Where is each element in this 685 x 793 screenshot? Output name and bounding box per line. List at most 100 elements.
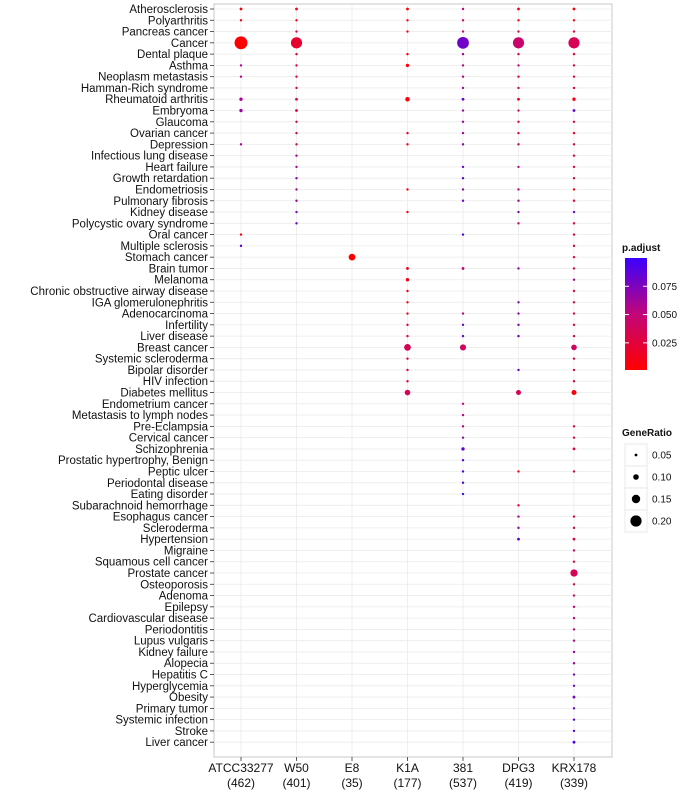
point-dpg3-infertility (517, 323, 520, 327)
point-w50-kidney-disease (295, 210, 298, 214)
x-tick-label-e8: E8 (345, 761, 360, 775)
y-tick-label-systemic-infection: Systemic infection (115, 715, 208, 727)
point-krx178-esophagus-cancer (572, 515, 576, 518)
point-krx178-cardiovascular-disease (572, 616, 576, 620)
y-tick-label-infectious-lung-disease: Infectious lung disease (91, 151, 208, 163)
x-tick-label-dpg3: DPG3 (502, 761, 535, 775)
y-tick-label-cardiovascular-disease: Cardiovascular disease (88, 613, 208, 625)
y-tick-label-eating-disorder: Eating disorder (131, 489, 209, 501)
point-krx178-melanoma (572, 278, 576, 281)
point-krx178-breast-cancer (571, 344, 577, 351)
y-tick-label-pulmonary-fibrosis: Pulmonary fibrosis (113, 196, 208, 208)
point-dpg3-scleroderma (517, 526, 520, 530)
point-381-infertility (461, 323, 465, 327)
size-key-dot (633, 474, 639, 480)
point-krx178-iga-glomerulonephritis (572, 301, 576, 304)
point-krx178-cancer (568, 37, 580, 49)
y-tick-label-breast-cancer: Breast cancer (137, 342, 208, 354)
point-w50-ovarian-cancer (295, 131, 298, 135)
point-atcc33277-atherosclerosis (239, 7, 243, 11)
size-key-label: 0.10 (652, 473, 672, 484)
y-tick-label-dental-plaque: Dental plaque (137, 49, 208, 61)
point-krx178-chronic-obstructive-airway-disease (572, 289, 576, 293)
point-w50-growth-retardation (295, 177, 298, 180)
y-tick-label-hypertension: Hypertension (140, 534, 208, 546)
point-krx178-adenoma (572, 594, 576, 597)
grid-lines (214, 4, 612, 757)
point-krx178-pancreas-cancer (572, 30, 576, 33)
y-tick-label-stomach-cancer: Stomach cancer (125, 252, 208, 264)
x-tick-count-atcc33277: (462) (227, 776, 255, 790)
point-dpg3-subarachnoid-hemorrhage (517, 504, 520, 507)
y-tick-label-cervical-cancer: Cervical cancer (129, 433, 208, 445)
y-tick-label-ovarian-cancer: Ovarian cancer (130, 128, 208, 140)
color-tick-label: 0.075 (652, 282, 677, 293)
point-krx178-infertility (572, 323, 576, 327)
point-381-asthma (461, 64, 465, 67)
point-381-growth-retardation (461, 177, 465, 180)
point-381-pulmonary-fibrosis (461, 199, 465, 202)
point-dpg3-atherosclerosis (517, 7, 520, 11)
point-381-breast-cancer (459, 344, 467, 351)
point-krx178-dental-plaque (572, 52, 576, 56)
point-atcc33277-asthma (239, 64, 243, 67)
point-381-depression (461, 143, 465, 146)
y-tick-label-hamman-rich-syndrome: Hamman-Rich syndrome (81, 83, 208, 95)
point-dpg3-glaucoma (517, 120, 520, 124)
size-key-dot (634, 453, 638, 457)
size-key-label: 0.20 (652, 517, 672, 528)
point-krx178-stroke (572, 729, 576, 733)
y-tick-label-rheumatoid-arthritis: Rheumatoid arthritis (105, 94, 208, 106)
point-krx178-brain-tumor (572, 267, 576, 270)
point-krx178-periodontitis (572, 628, 576, 631)
point-dpg3-esophagus-cancer (517, 515, 520, 518)
point-w50-pulmonary-fibrosis (295, 199, 298, 202)
y-tick-label-hiv-infection: HIV infection (143, 376, 208, 388)
y-tick-label-metastasis-to-lymph-nodes: Metastasis to lymph nodes (72, 410, 208, 422)
point-dpg3-cancer (512, 37, 525, 49)
point-atcc33277-rheumatoid-arthritis (239, 97, 243, 101)
point-krx178-peptic-ulcer (572, 470, 576, 473)
point-dpg3-ovarian-cancer (517, 131, 520, 135)
point-k1a-endometriosis (406, 188, 409, 191)
point-381-atherosclerosis (461, 7, 465, 11)
y-tick-label-obesity: Obesity (169, 692, 208, 704)
y-tick-label-endometriosis: Endometriosis (135, 184, 208, 196)
point-w50-neoplasm-metastasis (295, 75, 298, 78)
point-krx178-liver-disease (572, 334, 576, 338)
point-krx178-systemic-infection (572, 718, 576, 721)
point-krx178-infectious-lung-disease (572, 154, 576, 157)
point-krx178-lupus-vulgaris (572, 639, 576, 642)
point-dpg3-hypertension (517, 537, 520, 541)
point-381-ovarian-cancer (461, 131, 465, 135)
point-dpg3-polycystic-ovary-syndrome (517, 222, 520, 225)
y-tick-label-pre-eclampsia: Pre-Eclampsia (133, 421, 208, 433)
point-krx178-alopecia (572, 662, 576, 665)
point-381-endometriosis (461, 188, 465, 191)
y-tick-label-bipolar-disorder: Bipolar disorder (127, 365, 208, 377)
y-tick-label-cancer: Cancer (171, 38, 208, 50)
point-krx178-adenocarcinoma (572, 312, 576, 315)
point-k1a-systemic-scleroderma (406, 357, 409, 360)
point-atcc33277-embryoma (239, 108, 243, 113)
y-tick-label-liver-disease: Liver disease (140, 331, 208, 343)
point-dpg3-brain-tumor (517, 267, 520, 270)
point-krx178-rheumatoid-arthritis (572, 97, 576, 101)
point-w50-pancreas-cancer (295, 30, 298, 33)
color-tick-label: 0.025 (652, 338, 677, 349)
point-k1a-infertility (406, 323, 409, 327)
point-k1a-diabetes-mellitus (404, 389, 411, 396)
point-krx178-polycystic-ovary-syndrome (572, 222, 576, 225)
y-tick-label-polycystic-ovary-syndrome: Polycystic ovary syndrome (72, 218, 208, 230)
point-k1a-kidney-disease (406, 210, 409, 214)
y-tick-label-adenoma: Adenoma (159, 591, 209, 603)
y-tick-label-liver-cancer: Liver cancer (145, 737, 208, 749)
point-381-prostatic-hypertrophy-benign (461, 459, 465, 462)
point-krx178-cervical-cancer (572, 436, 576, 439)
y-tick-label-osteoporosis: Osteoporosis (140, 579, 208, 591)
y-tick-label-peptic-ulcer: Peptic ulcer (148, 466, 208, 478)
y-tick-label-hyperglycemia: Hyperglycemia (132, 681, 209, 693)
point-381-adenocarcinoma (461, 312, 465, 315)
color-legend: p.adjust 0.025 0.050 0.075 (622, 243, 677, 370)
point-dpg3-iga-glomerulonephritis (517, 301, 520, 304)
